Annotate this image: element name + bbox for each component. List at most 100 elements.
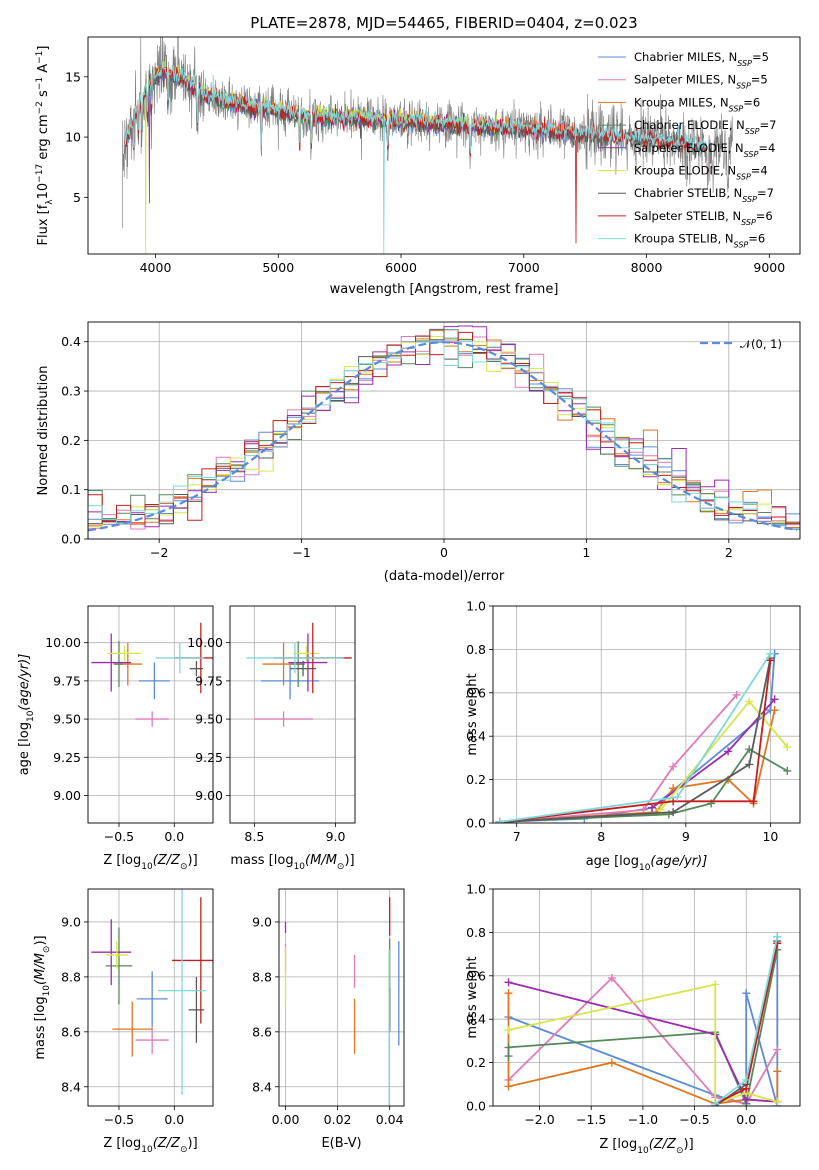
legend-eq: =6 (743, 95, 760, 109)
data-point-marker (770, 695, 779, 704)
plot-clip (88, 606, 213, 823)
legend-eq: =7 (757, 186, 774, 200)
y-label-sub: λ (45, 199, 55, 205)
data-point-marker (783, 743, 792, 752)
x-tick-label: 4000 (140, 260, 172, 275)
legend-entry: Salpeter STELIB, NSSP=6 (634, 209, 773, 227)
axes-frame (278, 888, 405, 1107)
x-tick-label: 8000 (631, 260, 663, 275)
legend-entry: Kroupa ELODIE, NSSP=4 (634, 164, 768, 182)
y-axis-label: mass weight (465, 956, 480, 1038)
legend-label: Chabrier ELODIE, N (634, 118, 745, 132)
y-tick-label: 0.3 (61, 384, 81, 399)
y-tick-label: 9.00 (53, 788, 81, 803)
label-part: ⊙ (337, 862, 345, 872)
y-label-sup: −2 (35, 101, 45, 114)
data-point-marker (647, 803, 656, 812)
data-point-marker (749, 797, 758, 806)
label-part: )] (684, 1137, 694, 1152)
label-part: 10 (637, 1146, 649, 1156)
legend-entry: Kroupa MILES, NSSP=6 (634, 95, 760, 113)
label-part: age [log (17, 722, 32, 775)
y-label-rest: ] (36, 46, 51, 51)
data-point-marker (495, 817, 504, 823)
y-label-rest: A (36, 64, 51, 77)
x-tick-label: 0.0 (164, 829, 184, 844)
label-part: ⊙ (42, 946, 52, 954)
y-tick-label: 0.2 (466, 772, 486, 787)
x-tick-label: 2 (725, 545, 733, 560)
y-tick-label: 8.4 (61, 1079, 81, 1094)
y-tick-label: 9.50 (53, 712, 81, 727)
panels: 4000 5000 6000 7000 8000 900051015PLATE=2878,… (17, 14, 801, 1156)
y-label-sup: −17 (35, 164, 45, 183)
label-part: ⊙ (180, 862, 188, 872)
label-part: (age/yr)] (650, 854, 707, 869)
y-tick-label: 5 (73, 190, 81, 205)
x-axis-label: age [log10(age/yr)] (586, 854, 708, 873)
series-line-salpeter-stelib (499, 660, 772, 823)
y-tick-label: 9.75 (195, 673, 223, 688)
x-tick-label: −2.0 (524, 1112, 554, 1127)
label-part: Z [log (103, 853, 141, 868)
x-axis-label: Z [log10(Z/Z⊙)] (103, 1136, 197, 1155)
panel-spectrum: 4000 5000 6000 7000 8000 9000 5 10 15 PLATE=2878,… (35, 14, 801, 297)
data-point-marker (669, 797, 678, 806)
y-tick-label: 0.8 (466, 642, 486, 657)
data-point-marker (745, 697, 754, 706)
legend-eq: =5 (751, 73, 768, 87)
model-spectrum-chabrier-elodie (142, 66, 500, 157)
label-part: )] (188, 853, 198, 868)
y-label-rest: erg cm (36, 114, 51, 163)
legend-sub: SSP (737, 59, 752, 68)
plot-area (88, 606, 213, 823)
plot-clip (230, 606, 355, 823)
y-label-rest: 10 (36, 183, 51, 200)
legend-sub: SSP (736, 81, 751, 90)
histogram-kroupa-stelib (88, 340, 800, 539)
x-tick-label: 7 (513, 829, 521, 844)
label-part: Z [log (103, 1136, 141, 1151)
panel-mass-vs-EBV: 0.00 0.02 0.04 8.4 8.6 8.8 9.0 E(B-V) (252, 888, 405, 1151)
plot-area (88, 889, 213, 1106)
label-part: (Z/Z (153, 1136, 181, 1151)
y-label-rest: s (36, 90, 51, 101)
legend-sub: SSP (745, 127, 760, 136)
label-part: )] (33, 935, 48, 945)
x-tick-label: 1 (582, 545, 590, 560)
data-point-marker (504, 1043, 513, 1052)
data-point-marker (669, 808, 678, 817)
legend-label: Kroupa ELODIE, N (634, 164, 736, 178)
panel-massweight-vs-Z: −2.0 −1.5 −1.0 −0.5 0.0 0.0 0.2 0.4 0.6 0.8 1.0 mas… (465, 882, 801, 1156)
data-point-marker (773, 1097, 782, 1106)
plot-area (122, 37, 733, 254)
legend-label: Kroupa MILES, N (634, 95, 729, 109)
x-tick-label: 9000 (753, 260, 785, 275)
y-axis-label: mass weight (465, 673, 480, 755)
y-axis-label: Flux [fλ10−17 erg cm−2 s−1 A−1] (35, 46, 55, 246)
label-part: 10 (141, 862, 153, 872)
axes-frame (492, 888, 801, 1107)
label-part: (Z/Z (153, 853, 181, 868)
y-tick-label: 10 (65, 130, 81, 145)
legend-entry: Salpeter ELODIE, NSSP=4 (634, 141, 775, 159)
panel-massweight-vs-age: 7 8 9 10 0.0 0.2 0.4 0.6 0.8 1.0 mass weight age [l… (465, 599, 801, 873)
panel-age-vs-mass: 8.5 9.0 9.00 9.25 9.50 9.75 10.00 mass [log10(M… (187, 605, 356, 872)
y-tick-label: 0.8 (466, 925, 486, 940)
y-label-sup: −1 (35, 77, 45, 90)
y-tick-label: 9.75 (53, 673, 81, 688)
plot-clip (493, 606, 800, 823)
data-point-marker (783, 766, 792, 775)
x-axis-label: E(B-V) (321, 1136, 361, 1151)
label-part: Z [log (599, 1137, 637, 1152)
data-point-marker (607, 1058, 616, 1067)
axes-frame (87, 321, 801, 540)
legend-eq: =4 (758, 141, 775, 155)
label-part: )] (344, 853, 354, 868)
y-tick-label: 1.0 (466, 882, 486, 897)
y-tick-label: 0.4 (466, 729, 486, 744)
x-tick-label: 10 (762, 829, 778, 844)
plot-clip (88, 322, 800, 539)
y-tick-label: 10.00 (187, 635, 223, 650)
